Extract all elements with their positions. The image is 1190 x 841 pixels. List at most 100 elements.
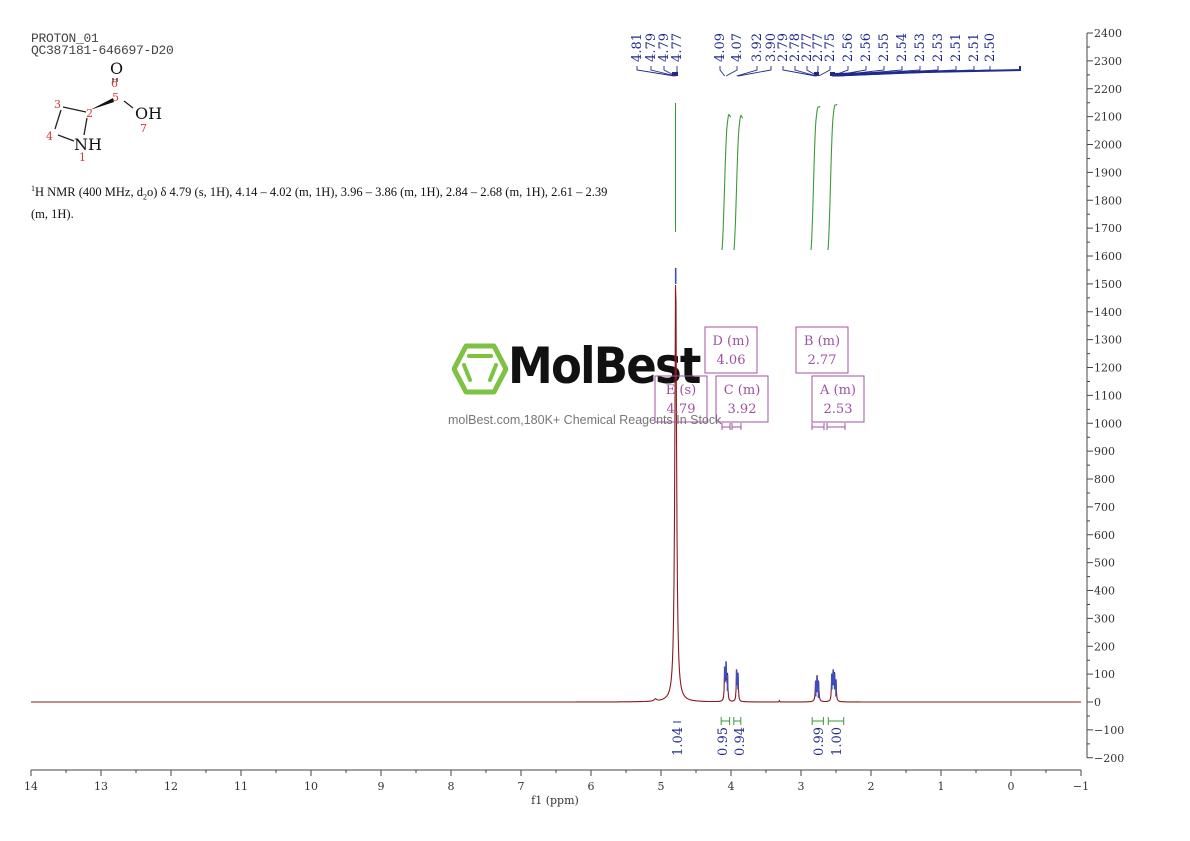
y-tick-label: 2300 — [1094, 55, 1122, 68]
y-tick-label: 900 — [1094, 445, 1115, 458]
peak-label: 3.90 — [764, 33, 779, 62]
y-tick-label: 2200 — [1094, 83, 1122, 96]
y-tick-label: 1300 — [1094, 334, 1122, 347]
peak-label: 4.07 — [730, 33, 745, 62]
peak-label: 4.81 — [630, 33, 645, 62]
peak-label: 2.56 — [859, 33, 874, 62]
molbest-logo-icon — [452, 343, 508, 395]
multiplet-shift: 2.77 — [808, 353, 837, 368]
atom-NH: NH — [74, 135, 102, 154]
x-tick-label: 7 — [518, 780, 525, 793]
peak-label: 2.53 — [913, 33, 928, 62]
x-axis: 14 13 12 11 10 9 8 7 6 5 4 3 2 1 0 −1 — [24, 769, 1089, 793]
x-tick-label: 5 — [658, 780, 665, 793]
atom-OH: OH — [135, 104, 162, 123]
y-tick-label: −200 — [1094, 752, 1124, 765]
y-tick-label: 300 — [1094, 612, 1115, 625]
peak-label: 4.79 — [657, 33, 672, 62]
y-tick-label: 400 — [1094, 585, 1115, 598]
svg-text:5: 5 — [112, 91, 119, 104]
x-tick-label: 3 — [798, 780, 805, 793]
peak-label: 2.56 — [841, 33, 856, 62]
y-tick-label: 2000 — [1094, 139, 1122, 152]
y-tick-label: 800 — [1094, 473, 1115, 486]
svg-text:7: 7 — [140, 122, 147, 135]
peak-label: 2.53 — [931, 33, 946, 62]
multiplet-shift: 4.79 — [667, 402, 696, 417]
x-axis-label: f1 (ppm) — [531, 794, 579, 807]
integral-value: 1.04 — [671, 727, 686, 756]
integral-values: 1.04 0.95 0.94 0.99 1.00 — [671, 717, 845, 756]
multiplet-boxes: D (m) 4.06 B (m) 2.77 E (s) 4.79 C (m) 3.92 A (m… — [654, 326, 865, 430]
sample-id: QC387181-646697-D20 — [31, 43, 174, 58]
y-tick-label: 2100 — [1094, 111, 1122, 124]
multiplet-label: C (m) — [724, 383, 761, 398]
svg-text:2: 2 — [86, 107, 93, 120]
peak-label: 2.79 — [776, 33, 791, 62]
y-tick-label: 1700 — [1094, 222, 1122, 235]
molecule-structure: O OH NH 6 5 7 2 3 4 1 — [46, 59, 162, 164]
x-tick-label: 6 — [588, 780, 595, 793]
multiplet-shift: 2.53 — [824, 402, 853, 417]
y-tick-label: 1900 — [1094, 166, 1122, 179]
multiplet-label: D (m) — [712, 334, 749, 349]
peak-label: 4.09 — [713, 33, 728, 62]
x-tick-label: 14 — [24, 780, 38, 793]
y-tick-label: 1100 — [1094, 389, 1122, 402]
x-tick-label: −1 — [1073, 780, 1089, 793]
peak-label: 2.78 — [788, 33, 803, 62]
y-tick-label: 1200 — [1094, 362, 1122, 375]
peak-label: 2.77 — [800, 33, 815, 62]
x-tick-label: 13 — [94, 780, 108, 793]
y-tick-label: 100 — [1094, 668, 1115, 681]
y-tick-label: 200 — [1094, 640, 1115, 653]
multiplet-label: E (s) — [666, 383, 696, 398]
peak-label: 3.92 — [750, 33, 765, 62]
atom-O: O — [110, 59, 123, 78]
x-tick-label: 8 — [448, 780, 455, 793]
y-tick-label: 1500 — [1094, 278, 1122, 291]
y-tick-label: 0 — [1094, 696, 1101, 709]
x-tick-label: 0 — [1008, 780, 1015, 793]
y-tick-label: −100 — [1094, 724, 1124, 737]
watermark-tagline: molBest.com,180K+ Chemical Reagents In S… — [448, 413, 722, 427]
y-tick-label: 500 — [1094, 557, 1115, 570]
multiplet-label: A (m) — [819, 383, 856, 398]
peak-label: 2.75 — [823, 33, 838, 62]
peak-label: 4.77 — [670, 33, 685, 62]
x-tick-label: 11 — [234, 780, 248, 793]
spectrum-trace — [31, 267, 1081, 703]
y-tick-label: 2400 — [1094, 27, 1122, 40]
x-tick-label: 2 — [868, 780, 875, 793]
peak-label: 2.54 — [895, 33, 910, 62]
y-tick-label: 600 — [1094, 529, 1115, 542]
x-tick-label: 10 — [304, 780, 318, 793]
x-tick-label: 12 — [164, 780, 178, 793]
peak-label: 2.51 — [949, 33, 964, 62]
y-tick-label: 1400 — [1094, 306, 1122, 319]
x-tick-label: 9 — [378, 780, 385, 793]
svg-text:1: 1 — [79, 151, 86, 164]
y-tick-label: 1800 — [1094, 194, 1122, 207]
x-tick-label: 4 — [728, 780, 735, 793]
multiplet-shift: 4.06 — [717, 353, 746, 368]
integral-curves — [674, 103, 838, 251]
multiplet-shift: 3.92 — [728, 402, 757, 417]
multiplet-label: B (m) — [804, 334, 840, 349]
peak-label: 2.77 — [811, 33, 826, 62]
svg-text:3: 3 — [54, 98, 61, 111]
integral-value: 0.95 — [716, 727, 731, 756]
svg-text:6: 6 — [111, 77, 118, 90]
peak-label: 2.55 — [877, 33, 892, 62]
y-tick-label: 1600 — [1094, 250, 1122, 263]
nmr-description: 1H NMR (400 MHz, d2o) δ 4.79 (s, 1H), 4.… — [31, 184, 608, 221]
peak-labels: 4.81 4.794.794.77 4.09 4.07 3.92 3.902.792.78… — [630, 33, 1021, 77]
x-tick-label: 1 — [938, 780, 945, 793]
peak-label: 2.50 — [983, 33, 998, 62]
peak-label: 4.79 — [644, 33, 659, 62]
integral-value: 0.94 — [733, 727, 748, 756]
y-axis: 2400230022002100200019001800170016001500… — [1086, 27, 1124, 765]
y-tick-label: 700 — [1094, 501, 1115, 514]
experiment-name: PROTON_01 — [31, 31, 99, 46]
